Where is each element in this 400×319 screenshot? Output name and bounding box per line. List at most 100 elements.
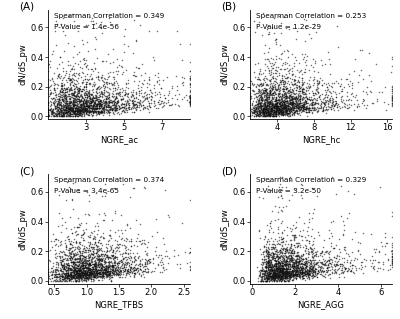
Point <box>99 106 105 111</box>
Point <box>108 99 115 104</box>
Point <box>148 97 154 102</box>
Point <box>259 98 265 103</box>
Point <box>86 192 92 197</box>
Point <box>268 107 274 112</box>
Point <box>257 111 263 116</box>
Point <box>93 270 99 275</box>
Point <box>274 261 280 266</box>
Point <box>88 97 95 102</box>
Point <box>284 106 290 111</box>
Point <box>300 269 306 274</box>
Point <box>109 94 116 100</box>
Point <box>278 97 284 102</box>
Point <box>138 103 144 108</box>
Point <box>299 264 305 269</box>
Point <box>277 272 284 277</box>
Point <box>123 102 129 107</box>
Point <box>270 92 276 97</box>
Point <box>274 253 280 258</box>
Point <box>60 28 67 33</box>
Point <box>90 95 97 100</box>
Point <box>312 260 319 265</box>
Point <box>267 78 274 84</box>
Point <box>114 262 121 267</box>
Point <box>260 105 266 110</box>
Point <box>137 99 144 104</box>
Point <box>287 272 293 278</box>
Point <box>273 109 280 114</box>
Point <box>317 106 323 111</box>
Point <box>77 274 84 279</box>
Point <box>294 272 300 277</box>
Point <box>278 105 284 110</box>
Point <box>258 113 265 118</box>
Point <box>268 274 274 279</box>
Point <box>65 266 71 271</box>
Point <box>247 95 254 100</box>
Point <box>260 243 267 248</box>
Point <box>266 109 273 114</box>
Point <box>52 112 58 117</box>
Point <box>265 93 272 98</box>
Point <box>259 98 265 103</box>
Point <box>286 276 292 281</box>
Point <box>92 256 99 261</box>
Point <box>264 57 271 62</box>
Point <box>83 93 89 98</box>
Point <box>75 105 81 110</box>
Point <box>72 238 79 243</box>
Point <box>261 101 268 106</box>
Point <box>309 101 316 107</box>
Point <box>279 101 285 107</box>
Point <box>276 269 283 274</box>
Point <box>52 92 59 97</box>
Point <box>286 108 292 113</box>
Point <box>64 98 70 103</box>
Point <box>296 270 303 275</box>
Point <box>267 261 273 266</box>
Point <box>82 271 89 276</box>
Point <box>305 268 312 273</box>
Point <box>110 269 117 274</box>
Point <box>279 185 286 190</box>
Point <box>114 254 120 259</box>
Point <box>332 98 338 103</box>
Point <box>264 105 270 110</box>
Point <box>294 102 301 107</box>
Point <box>106 276 112 281</box>
Point <box>137 261 144 266</box>
Point <box>329 104 336 109</box>
Point <box>251 114 258 119</box>
Point <box>58 264 65 269</box>
Point <box>263 97 269 102</box>
Point <box>322 262 329 267</box>
Point <box>90 271 96 277</box>
Point <box>274 265 280 270</box>
Point <box>127 258 133 263</box>
Point <box>63 78 70 83</box>
Point <box>279 277 285 282</box>
Point <box>258 93 264 98</box>
Point <box>94 56 100 61</box>
Point <box>305 87 311 92</box>
Point <box>274 105 280 110</box>
Point <box>256 98 262 103</box>
Point <box>116 271 122 276</box>
Point <box>270 256 277 261</box>
Point <box>66 108 72 113</box>
Point <box>300 102 306 107</box>
Point <box>60 273 66 278</box>
Point <box>59 276 65 281</box>
Point <box>106 93 112 98</box>
Point <box>96 271 103 276</box>
Point <box>266 251 272 256</box>
Point <box>81 277 88 282</box>
Point <box>92 100 98 105</box>
Point <box>289 73 295 78</box>
Point <box>80 84 87 89</box>
Point <box>184 261 190 266</box>
Point <box>65 105 72 110</box>
Point <box>70 272 76 278</box>
Point <box>169 102 176 107</box>
Point <box>316 94 323 99</box>
